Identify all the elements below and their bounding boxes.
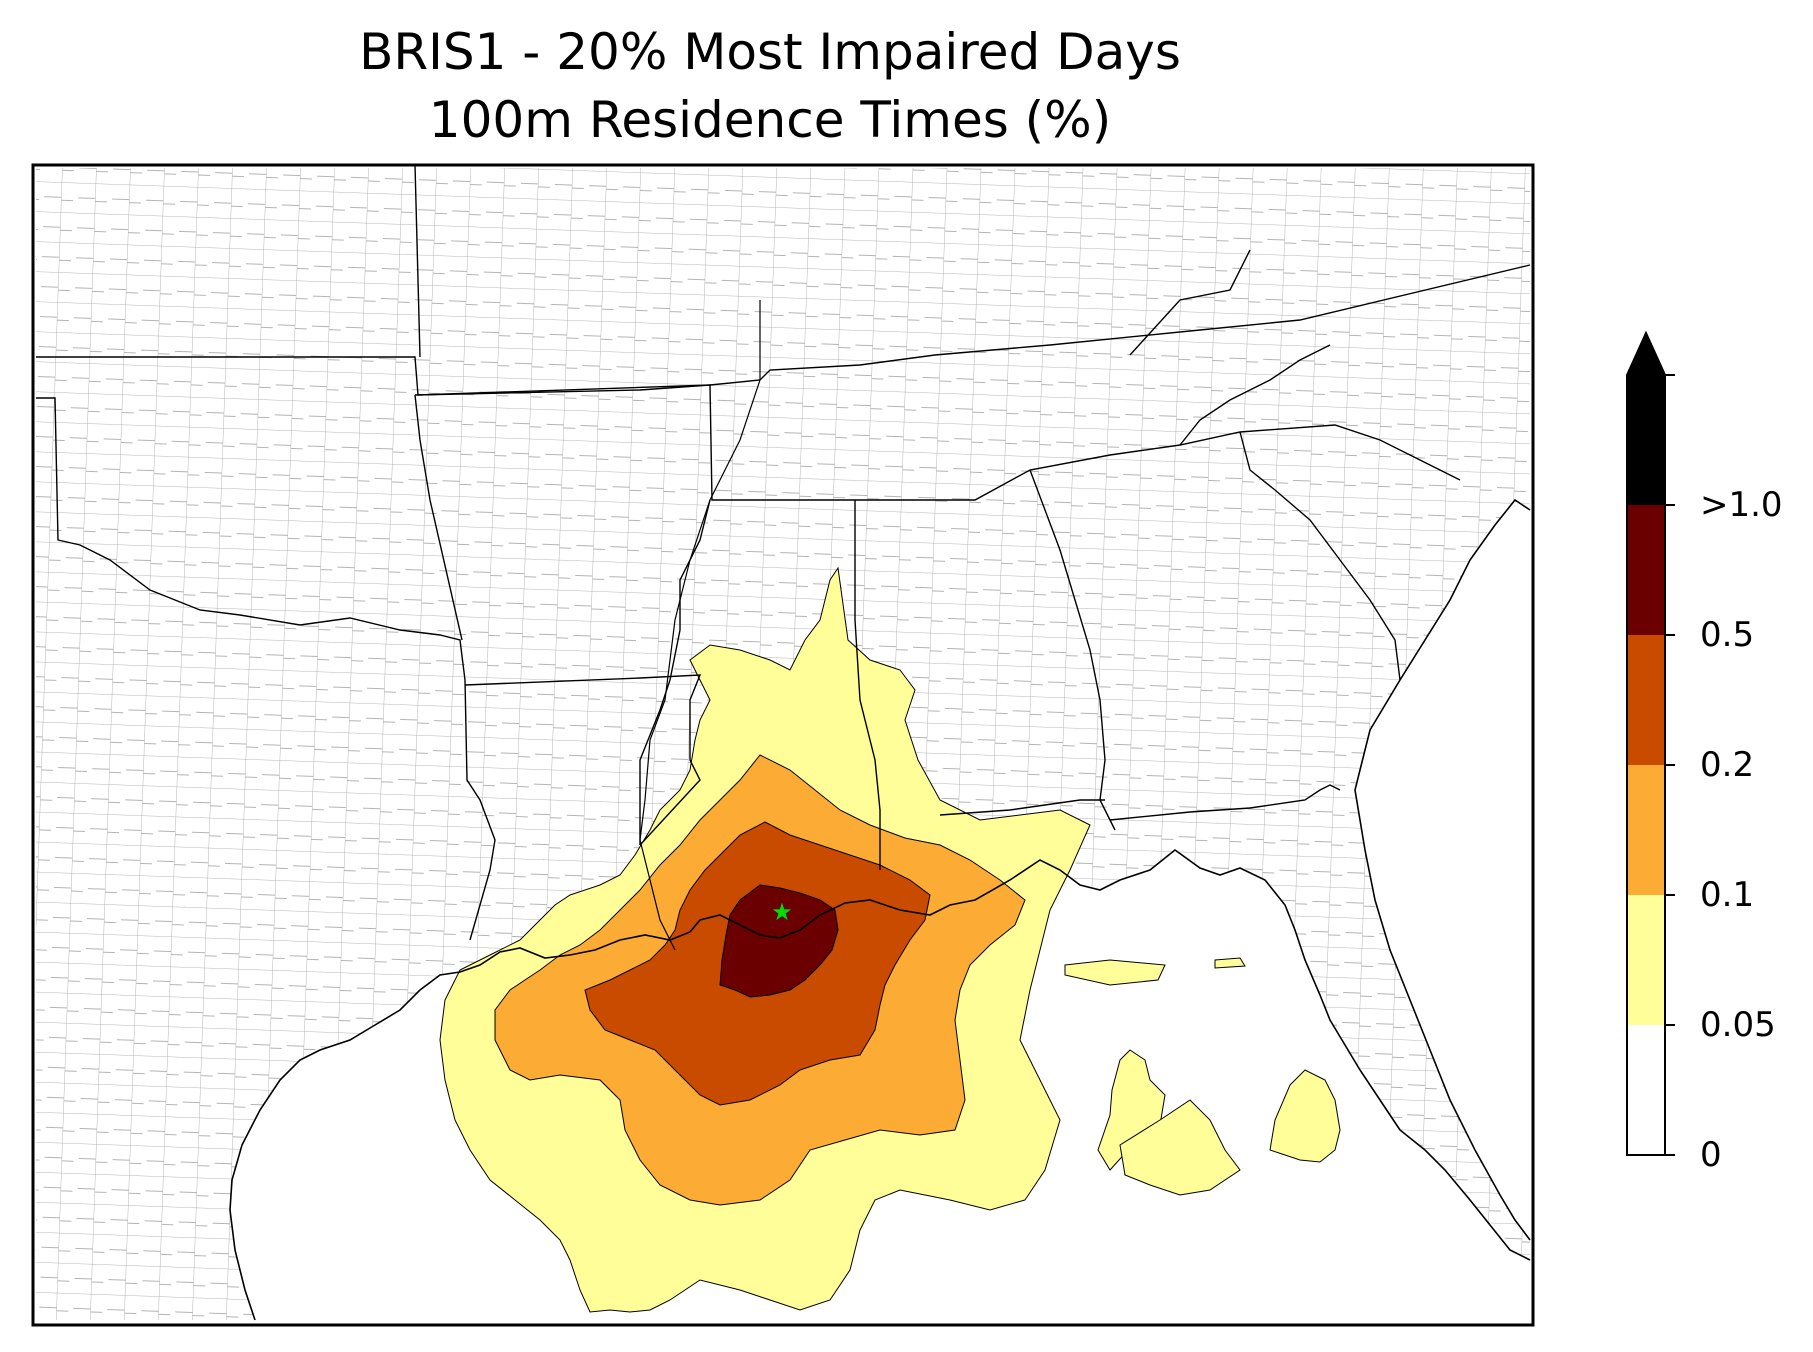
- chart-title-line1: BRIS1 - 20% Most Impaired Days: [359, 23, 1181, 81]
- contour-0-05-f: [1214, 957, 1246, 969]
- colorbar-tick-label: 0.05: [1700, 1005, 1776, 1045]
- colorbar-segment: [1627, 895, 1665, 1025]
- contour-0-05-d: [1119, 1099, 1241, 1196]
- colorbar-segment: [1627, 375, 1665, 505]
- colorbar-tick-label: >1.0: [1700, 485, 1783, 525]
- contour-0-05-b: [1064, 959, 1166, 986]
- colorbar: [1626, 330, 1675, 1156]
- colorbar-tick-label: 0.1: [1700, 875, 1755, 915]
- contour-fills: [439, 566, 1341, 1313]
- map-frame: [31, 163, 1535, 1327]
- contour-0-5: [719, 884, 839, 998]
- colorbar-tick-label: 0.2: [1700, 745, 1755, 785]
- colorbar-extend-arrow: [1627, 333, 1665, 375]
- river-line: [639, 300, 761, 951]
- contour-0-05-e: [1269, 1069, 1341, 1163]
- colorbar-tick-label: 0: [1700, 1135, 1722, 1175]
- colorbar-segment: [1627, 505, 1665, 635]
- colorbar-segment: [1627, 765, 1665, 895]
- chart-title-line2: 100m Residence Times (%): [428, 91, 1112, 149]
- colorbar-segment: [1627, 1025, 1665, 1155]
- state-boundaries: [36, 164, 1531, 941]
- colorbar-tick-label: 0.5: [1700, 615, 1755, 655]
- source-location-marker: ★: [771, 898, 793, 926]
- coastline: [229, 498, 1531, 1321]
- contour-0-05-c: [1097, 1049, 1166, 1171]
- colorbar-segment: [1627, 635, 1665, 765]
